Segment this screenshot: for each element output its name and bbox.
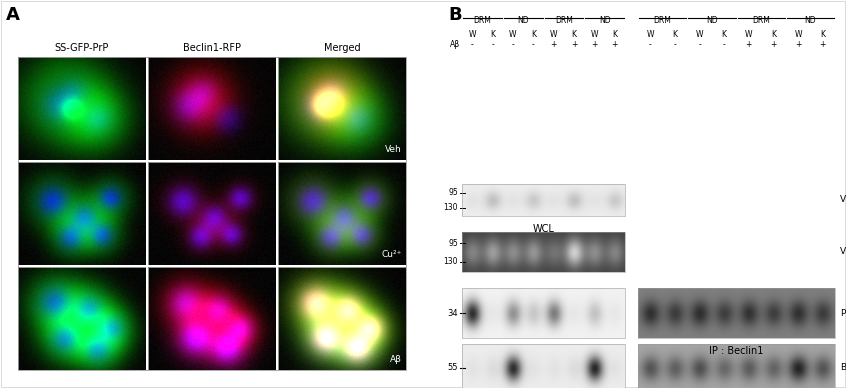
Text: W: W [550,30,558,39]
Text: +: + [551,40,557,49]
Bar [278,162,406,265]
Text: Beclin1: Beclin1 [840,364,846,372]
Text: 130: 130 [443,258,458,267]
Text: -: - [649,40,651,49]
Text: Aβ: Aβ [390,355,402,364]
Text: ND: ND [805,16,816,25]
Bar [18,57,146,160]
Text: A: A [6,6,19,24]
Text: Beclin1-RFP: Beclin1-RFP [183,43,241,53]
Bar [18,162,146,265]
Text: Vps34: Vps34 [840,196,846,204]
Text: K: K [673,30,678,39]
Text: K: K [490,30,495,39]
Text: W: W [509,30,517,39]
Text: K: K [613,30,618,39]
Text: WCL: WCL [533,224,554,234]
Text: +: + [795,40,801,49]
Text: K: K [820,30,825,39]
Text: Merged: Merged [324,43,360,53]
Text: B: B [448,6,462,24]
Text: W: W [794,30,802,39]
Text: +: + [745,40,752,49]
Text: PrP: PrP [840,308,846,317]
Text: W: W [695,30,703,39]
Text: W: W [646,30,654,39]
Text: K: K [572,30,577,39]
Bar [148,162,276,265]
Bar [462,184,625,216]
Text: +: + [612,40,618,49]
Text: +: + [591,40,597,49]
Text: Aβ: Aβ [450,40,460,49]
Text: W: W [469,30,476,39]
Text: K: K [722,30,727,39]
Text: Cu²⁺: Cu²⁺ [382,250,402,259]
Text: SS-GFP-PrP: SS-GFP-PrP [55,43,109,53]
Text: W: W [745,30,753,39]
Text: DRM: DRM [555,16,573,25]
Text: Vps34: Vps34 [840,248,846,256]
Text: 130: 130 [443,203,458,213]
Text: -: - [698,40,701,49]
Text: 55: 55 [448,364,458,372]
Bar [18,57,406,370]
Bar [638,344,835,388]
Text: IP : Beclin1: IP : Beclin1 [709,346,764,356]
Text: +: + [571,40,577,49]
Text: DRM: DRM [654,16,672,25]
Text: K: K [771,30,776,39]
Bar [18,267,146,370]
Text: DRM: DRM [474,16,492,25]
Text: 34: 34 [448,308,458,317]
Bar [638,288,835,338]
Bar [148,57,276,160]
Bar [278,57,406,160]
Text: -: - [492,40,494,49]
Text: Veh: Veh [385,145,402,154]
Bar [148,267,276,370]
Text: ND: ND [706,16,717,25]
Text: -: - [722,40,726,49]
Text: -: - [673,40,676,49]
Text: +: + [820,40,826,49]
Text: 95: 95 [448,189,458,197]
Text: W: W [591,30,598,39]
Text: K: K [530,30,536,39]
Text: -: - [512,40,514,49]
Bar [462,232,625,272]
Bar [278,267,406,370]
Text: ND: ND [517,16,529,25]
Text: DRM: DRM [752,16,770,25]
Text: 95: 95 [448,239,458,248]
Bar [462,288,625,338]
Text: -: - [532,40,535,49]
Bar [462,344,625,388]
Text: -: - [471,40,474,49]
Text: +: + [770,40,777,49]
Text: ND: ND [599,16,611,25]
